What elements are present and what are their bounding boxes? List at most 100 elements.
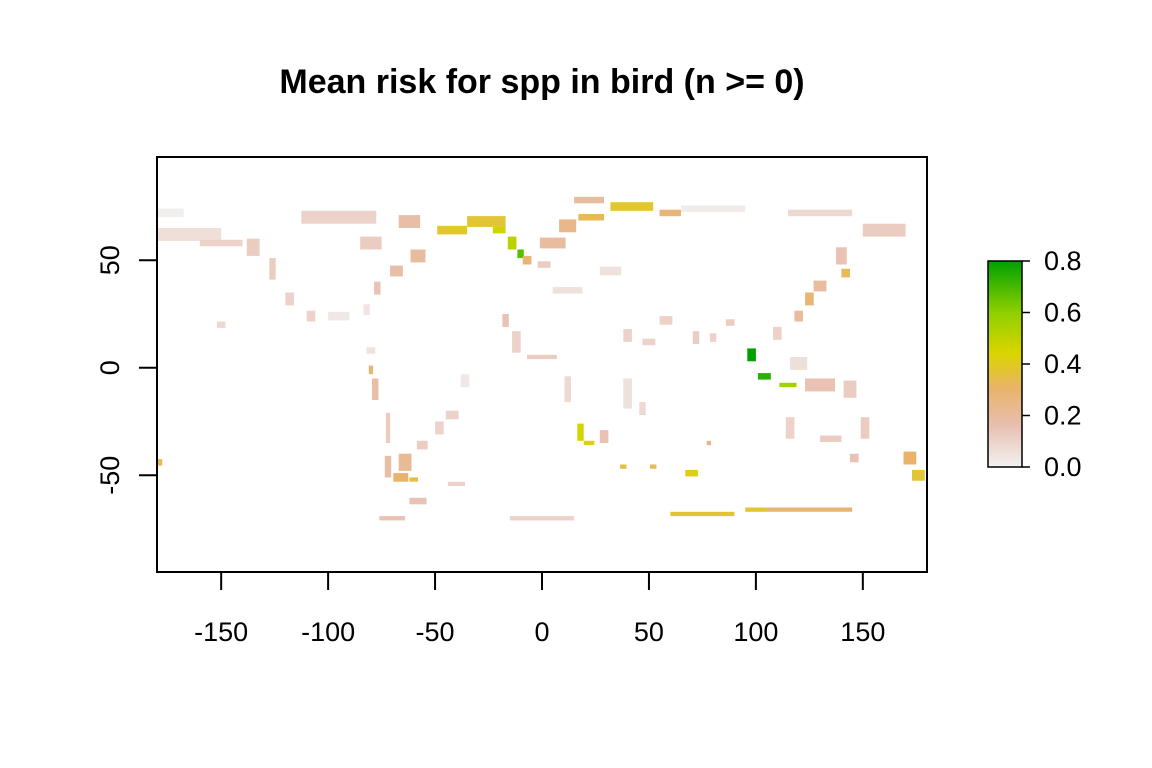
map-cell — [850, 453, 859, 463]
map-cell — [416, 440, 428, 450]
map-cell — [790, 357, 808, 370]
map-cell — [447, 481, 465, 486]
map-cell — [903, 451, 917, 465]
map-cell — [410, 249, 426, 263]
map-cell — [747, 348, 756, 362]
colorbar-tick-label: 0.6 — [1044, 298, 1082, 328]
map-cell — [578, 214, 605, 221]
map-cell — [199, 239, 243, 247]
colorbar-tick-label: 0.2 — [1044, 401, 1082, 431]
map-cell — [843, 380, 857, 398]
map-cell — [577, 423, 584, 441]
map-cell — [788, 209, 853, 217]
map-cell — [564, 376, 571, 403]
y-tick-label: 0 — [95, 360, 125, 375]
map-cell — [385, 412, 391, 443]
map-cell — [574, 196, 604, 204]
x-tick-label: 0 — [534, 617, 549, 647]
map-cell — [390, 265, 403, 277]
map-cell — [820, 435, 842, 442]
map-cell — [409, 497, 427, 505]
map-cell — [610, 202, 654, 211]
colorbar-legend: 0.0 0.2 0.4 0.6 0.8 — [987, 246, 1082, 482]
map-cell — [507, 236, 517, 250]
map-cell — [539, 237, 566, 249]
map-cell — [841, 268, 850, 278]
x-axis: -150 -100 -50 0 50 100 150 — [194, 571, 885, 647]
chart-title: Mean risk for spp in bird (n >= 0) — [279, 63, 804, 101]
map-cell — [692, 331, 700, 345]
y-axis: -50 0 50 — [95, 245, 157, 495]
map-cell — [599, 266, 622, 276]
map-cell — [409, 477, 418, 482]
colorbar-tick-label: 0.4 — [1044, 349, 1082, 379]
x-tick-label: 100 — [733, 617, 778, 647]
map-cell — [599, 430, 609, 443]
map-cell — [639, 402, 646, 415]
map-cell — [374, 281, 381, 295]
map-cell — [527, 354, 557, 360]
map-cell — [681, 205, 746, 212]
map-cell — [157, 228, 222, 241]
map-cell — [306, 310, 316, 322]
map-cell — [650, 464, 657, 469]
map-cell — [398, 215, 421, 228]
map-cell — [372, 378, 379, 400]
map-cell — [328, 311, 350, 321]
map-cell — [773, 326, 782, 340]
map-cell — [559, 219, 577, 233]
map-cell — [583, 440, 595, 446]
map-cell — [706, 440, 711, 446]
map-cell — [437, 225, 468, 235]
map-cell — [659, 316, 673, 325]
map-cell — [725, 319, 735, 326]
map-cell — [269, 258, 276, 280]
map-cell — [659, 209, 681, 217]
y-tick-label: -50 — [95, 456, 125, 495]
colorbar-tick-label: 0.8 — [1044, 246, 1082, 276]
x-tick-label: -150 — [194, 617, 248, 647]
map-cell — [435, 421, 444, 435]
map-cells — [157, 196, 925, 521]
map-cell — [836, 247, 847, 265]
map-cell — [670, 511, 735, 517]
map-cell — [379, 516, 406, 521]
map-cell — [813, 280, 827, 292]
map-cell — [398, 453, 412, 471]
colorbar-ramp — [987, 260, 1023, 468]
map-cell — [709, 333, 717, 342]
map-cell — [384, 455, 392, 478]
x-tick-label: 150 — [840, 617, 885, 647]
map-cell — [779, 382, 797, 388]
map-cell — [794, 310, 803, 322]
map-cell — [623, 378, 632, 409]
map-cell — [246, 238, 260, 256]
map-cell — [805, 292, 814, 306]
map-cell — [758, 373, 771, 380]
map-cell — [785, 417, 795, 439]
y-tick-label: 50 — [95, 245, 125, 275]
map-cell — [862, 223, 906, 237]
map-cell — [552, 287, 583, 294]
map-cell — [509, 516, 575, 521]
map-cell — [502, 314, 509, 327]
map-cell — [460, 374, 470, 388]
map-cell — [517, 249, 524, 259]
map-cell — [363, 304, 370, 316]
map-cell — [360, 236, 382, 250]
map-cell — [912, 469, 925, 481]
map-cell — [805, 378, 835, 392]
map-cell — [620, 464, 627, 469]
colorbar-ticks: 0.0 0.2 0.4 0.6 0.8 — [1022, 246, 1082, 482]
map-cell — [512, 331, 521, 353]
map-cell — [745, 507, 767, 512]
map-cell — [368, 365, 374, 375]
map-cell — [685, 469, 699, 477]
map-cell — [157, 459, 163, 466]
map-cell — [366, 347, 376, 354]
map-cell — [216, 321, 226, 328]
map-cell — [157, 208, 184, 218]
map-cell — [860, 417, 870, 439]
map-cell — [393, 473, 409, 482]
